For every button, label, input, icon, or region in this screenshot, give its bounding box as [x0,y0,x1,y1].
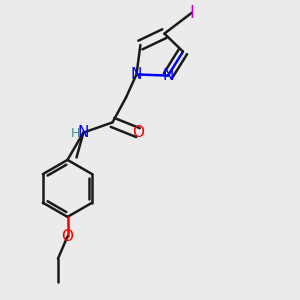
Text: N: N [78,125,89,140]
Text: N: N [131,67,142,82]
Text: I: I [190,4,194,22]
Text: O: O [132,125,144,140]
Text: N: N [162,68,174,83]
Text: H: H [70,127,80,140]
Text: O: O [61,229,74,244]
